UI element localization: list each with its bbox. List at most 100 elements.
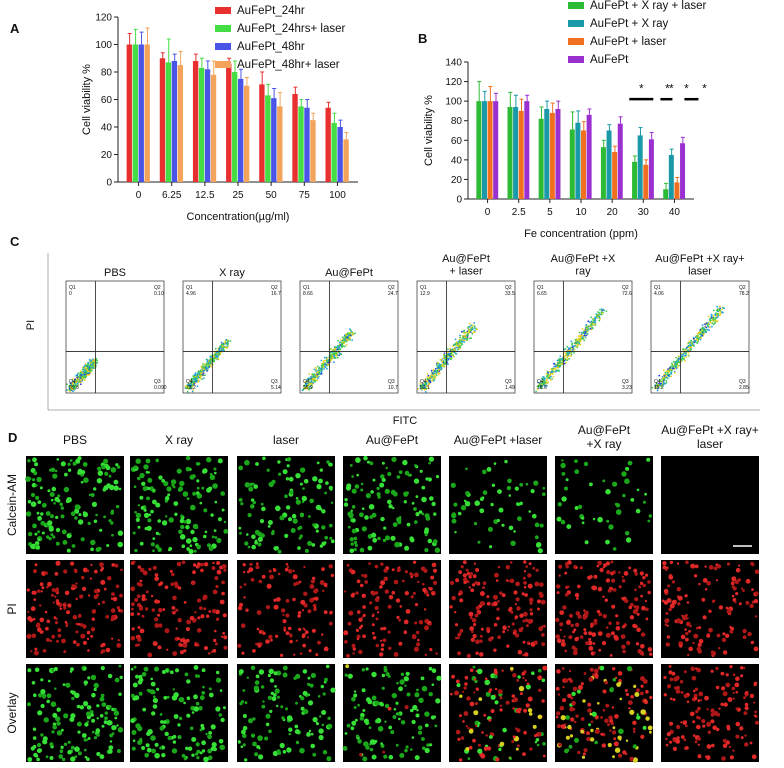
cell-green [238,669,244,675]
cell-red [460,736,465,740]
flow-event [429,377,432,380]
cell-green [498,747,502,752]
cell-green [622,493,626,498]
cell-green [286,457,292,462]
cell-green [277,751,282,755]
cell-green [418,697,424,703]
cell-red [493,648,497,652]
cell-red [398,641,403,646]
cell-red [516,679,520,682]
flow-event [204,374,206,377]
cell-red [622,625,626,629]
cell-green [242,743,246,747]
bar [204,69,211,182]
cell-green [285,505,291,510]
cell-red [469,626,475,631]
cell-red [487,746,492,751]
flow-event [713,322,716,325]
bar [518,110,524,199]
cell-red [560,641,566,647]
cell-red [387,630,391,634]
flow-event [461,340,464,343]
cell-green [111,732,115,736]
flow-event [316,375,318,378]
cell-green [152,549,155,552]
cell-green [81,470,86,475]
cell-green [244,758,248,762]
cell-red [169,569,173,573]
cell-red [61,638,66,644]
cell-green [48,525,54,531]
cell-red [410,595,414,599]
flow-event [72,390,74,393]
cell-green [165,496,170,501]
cell-red [177,618,182,623]
cell-green [396,681,399,685]
cell-green [508,525,514,531]
cell-red [252,649,256,653]
cell-green [465,467,468,471]
flow-event [197,380,200,383]
cell-green [34,462,39,467]
cell-green [215,677,222,683]
cell-red [39,582,44,587]
cell-red [403,630,408,634]
cell-red [213,638,217,643]
cell-green [625,466,630,471]
cell-green [146,525,152,531]
flow-event [559,355,562,358]
cell-green [490,502,494,507]
cell-red [523,730,527,735]
cell-red [250,577,255,582]
flow-event [316,365,319,368]
cell-red [527,583,533,589]
flow-plot-title: Au@FePt [325,267,373,279]
cell-red [356,637,360,641]
cell-green [60,506,64,510]
flow-event [583,339,586,342]
cell-red [285,563,289,566]
cell-green [602,479,606,483]
cell-red [50,593,54,597]
cell-green [308,515,311,518]
cell-green [344,498,348,502]
cell-red [416,630,420,635]
cell-red [468,575,472,579]
cell-green [309,498,315,504]
flow-event [715,312,717,315]
cell-green [50,514,54,519]
cell-green [201,486,205,490]
flow-event [688,348,691,351]
cell-green [208,486,213,491]
flow-event [323,356,326,359]
cell-red [141,597,146,602]
cell-red [221,580,226,585]
cell-red [473,623,477,627]
cell-red [262,631,266,635]
cell-green [86,705,92,710]
flow-event [448,357,450,360]
flow-event [545,380,548,382]
y-tick-label: 120 [445,77,462,88]
cell-green [134,695,140,701]
cell-red [321,567,325,571]
column-header: Au@FePt +laser [454,433,543,447]
y-tick-label: 100 [95,40,112,51]
flow-event [670,373,673,375]
cell-green [477,748,483,754]
cell-red [468,611,474,617]
cell-green [108,705,112,709]
cell-red [345,653,350,658]
cell-green [101,702,107,707]
flow-event [304,380,307,383]
cell-red [34,563,38,567]
cell-green [206,457,212,463]
flow-event [323,368,325,370]
cell-green [254,680,260,685]
cell-green [431,668,437,673]
flow-event [585,332,587,334]
flow-event [662,378,665,381]
flow-event [585,334,588,337]
flow-event [193,376,196,379]
cell-green [93,519,98,524]
